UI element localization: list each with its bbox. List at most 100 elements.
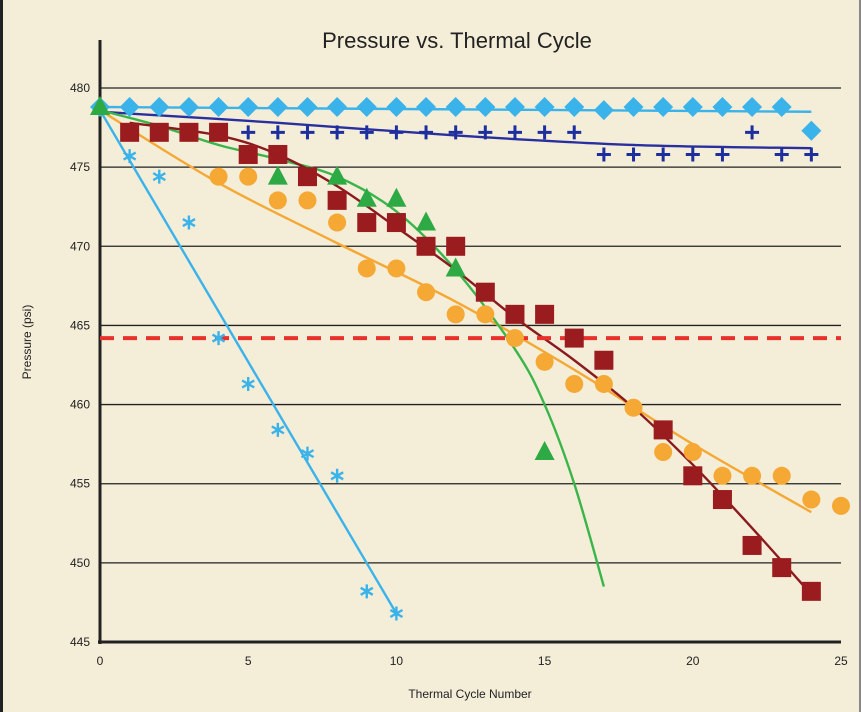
asterisk-marker bbox=[152, 169, 166, 184]
circle-marker bbox=[535, 352, 554, 371]
diamond-marker bbox=[119, 96, 140, 117]
plus-marker bbox=[389, 125, 404, 140]
x-tick-label: 20 bbox=[686, 654, 700, 668]
circle-marker bbox=[446, 305, 465, 324]
square-marker bbox=[475, 282, 495, 302]
y-axis-label: Pressure (psi) bbox=[20, 305, 34, 380]
circle-marker bbox=[624, 398, 643, 417]
diamond-marker bbox=[178, 96, 199, 117]
diamond-marker bbox=[801, 120, 822, 141]
square-marker bbox=[238, 144, 258, 164]
diamond-marker bbox=[356, 96, 377, 117]
circle-marker bbox=[298, 191, 317, 210]
diamond-marker bbox=[327, 96, 348, 117]
diamond-marker bbox=[297, 96, 318, 117]
diamond-marker bbox=[149, 96, 170, 117]
diamond-marker bbox=[682, 96, 703, 117]
y-tick-label: 480 bbox=[70, 81, 90, 95]
diamond-marker bbox=[593, 100, 614, 121]
square-marker bbox=[179, 122, 199, 142]
diamond-marker bbox=[534, 96, 555, 117]
plus-marker bbox=[715, 147, 730, 162]
y-tick-label: 475 bbox=[70, 160, 90, 174]
asterisk-marker bbox=[122, 149, 137, 164]
diamond-marker bbox=[445, 96, 466, 117]
asterisk-marker bbox=[330, 468, 344, 483]
triangle-marker bbox=[267, 165, 288, 185]
plus-marker bbox=[241, 125, 256, 140]
x-tick-label: 0 bbox=[97, 654, 104, 668]
diamond-marker bbox=[208, 96, 229, 117]
asterisk-marker bbox=[389, 606, 404, 621]
circle-marker bbox=[594, 374, 613, 393]
circle-marker bbox=[268, 191, 287, 210]
circle-marker bbox=[565, 374, 584, 393]
diamond-marker bbox=[564, 96, 585, 117]
diamond-marker bbox=[267, 96, 288, 117]
y-tick-label: 470 bbox=[70, 239, 90, 253]
plus-marker bbox=[745, 125, 760, 140]
circle-marker bbox=[357, 259, 376, 278]
square-marker bbox=[149, 122, 169, 142]
y-tick-label: 460 bbox=[70, 398, 90, 412]
circle-marker bbox=[832, 496, 850, 515]
circle-marker bbox=[713, 466, 732, 485]
plus-marker bbox=[656, 147, 671, 162]
square-marker bbox=[564, 328, 584, 348]
triangle-marker bbox=[534, 441, 555, 461]
diamond-marker bbox=[475, 96, 496, 117]
square-marker bbox=[653, 420, 673, 440]
circle-marker bbox=[209, 167, 228, 186]
square-marker bbox=[801, 581, 821, 601]
square-marker bbox=[772, 558, 792, 578]
circle-marker bbox=[683, 443, 702, 462]
square-marker bbox=[120, 122, 140, 142]
x-tick-label: 15 bbox=[538, 654, 552, 668]
plus-marker bbox=[359, 125, 374, 140]
plus-marker bbox=[804, 147, 819, 162]
y-tick-label: 445 bbox=[70, 635, 90, 649]
plus-marker bbox=[537, 125, 552, 140]
plus-marker bbox=[270, 125, 285, 140]
diamond-marker bbox=[386, 96, 407, 117]
diamond-marker bbox=[653, 96, 674, 117]
plus-marker bbox=[330, 125, 345, 140]
circle-marker bbox=[505, 329, 524, 348]
x-axis-label: Thermal Cycle Number bbox=[408, 687, 531, 701]
plus-marker bbox=[448, 125, 463, 140]
square-marker bbox=[712, 490, 732, 510]
circle-marker bbox=[743, 466, 762, 485]
plus-marker bbox=[419, 125, 434, 140]
square-marker bbox=[505, 304, 525, 324]
diamond-marker bbox=[623, 96, 644, 117]
fit-line bbox=[129, 121, 813, 596]
circle-marker bbox=[802, 490, 821, 509]
circle-marker bbox=[772, 466, 791, 485]
plus-marker bbox=[300, 125, 315, 140]
asterisk-marker bbox=[271, 422, 285, 437]
fit-line bbox=[99, 109, 606, 587]
plus-marker bbox=[626, 147, 641, 162]
diamond-marker bbox=[712, 96, 733, 117]
triangle-marker bbox=[327, 165, 348, 185]
square-marker bbox=[327, 190, 347, 210]
plus-marker bbox=[596, 147, 611, 162]
x-tick-label: 5 bbox=[245, 654, 252, 668]
chart-title: Pressure vs. Thermal Cycle bbox=[322, 28, 592, 53]
square-marker bbox=[683, 466, 703, 486]
square-marker bbox=[416, 236, 436, 256]
plus-marker bbox=[567, 125, 582, 140]
diamond-marker bbox=[771, 96, 792, 117]
plus-marker bbox=[774, 147, 789, 162]
triangle-marker bbox=[416, 211, 437, 231]
x-tick-label: 25 bbox=[834, 654, 848, 668]
square-marker bbox=[297, 167, 317, 187]
square-marker bbox=[446, 236, 466, 256]
asterisk-marker bbox=[211, 331, 226, 346]
triangle-marker bbox=[90, 95, 110, 115]
triangle-marker bbox=[386, 187, 407, 207]
square-marker bbox=[209, 122, 229, 142]
circle-marker bbox=[328, 213, 347, 232]
circle-marker bbox=[387, 259, 406, 278]
triangle-marker bbox=[445, 257, 466, 277]
